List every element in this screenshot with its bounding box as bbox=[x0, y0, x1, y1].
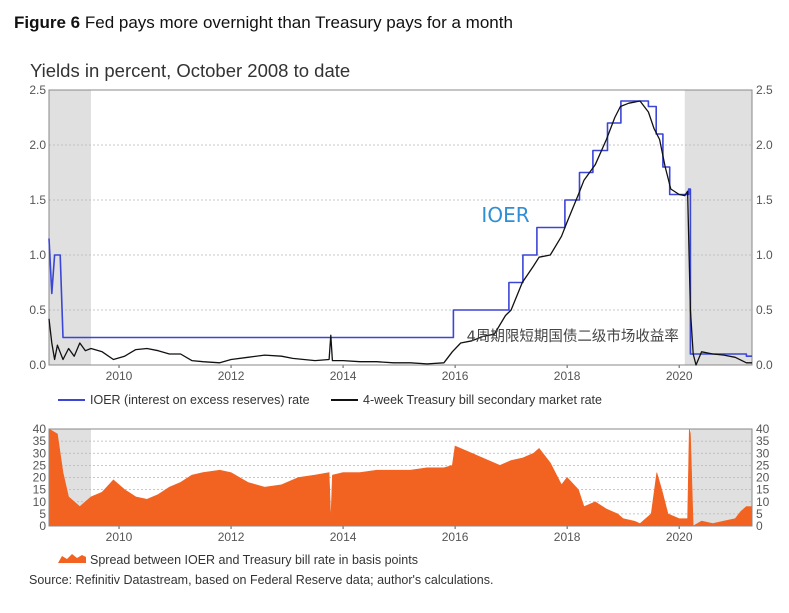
y-tick-right-1: 5 bbox=[756, 507, 763, 521]
y-tick-right-3: 1.5 bbox=[756, 193, 773, 207]
y-tick-left-7: 35 bbox=[33, 434, 47, 448]
y-tick-right-7: 35 bbox=[756, 434, 770, 448]
x-tick-2: 2014 bbox=[330, 530, 357, 544]
y-tick-right-0: 0.0 bbox=[756, 358, 773, 372]
ioer-line bbox=[48, 100, 752, 357]
y-tick-left-5: 25 bbox=[33, 458, 47, 472]
plot-frame bbox=[48, 89, 753, 366]
tbill-line bbox=[48, 100, 752, 366]
y-tick-left-3: 1.5 bbox=[29, 193, 46, 207]
y-tick-right-3: 15 bbox=[756, 483, 770, 497]
x-tick-1: 2012 bbox=[218, 530, 245, 544]
x-tick-3: 2016 bbox=[442, 369, 469, 383]
plot-frame-top bbox=[48, 428, 753, 527]
y-tick-left-3: 15 bbox=[33, 483, 47, 497]
x-tick-0: 2010 bbox=[106, 530, 133, 544]
tbill-annotation: 4周期限短期国债二级市场收益率 bbox=[467, 328, 679, 345]
legends: IOER (interest on excess reserves) rate 4… bbox=[58, 393, 602, 567]
y-tick-left-4: 2.0 bbox=[29, 138, 46, 152]
legend-spread-label: Spread between IOER and Treasury bill ra… bbox=[90, 553, 418, 567]
y-tick-right-4: 20 bbox=[756, 471, 770, 485]
top-chart: 0.0 0.0 0.5 0.5 1.0 1.0 1.5 1.5 2.0 2.0 2.5 2.5 2010… bbox=[29, 83, 773, 383]
spread-area bbox=[48, 428, 753, 527]
y-tick-right-1: 0.5 bbox=[756, 303, 773, 317]
y-tick-left-2: 10 bbox=[33, 495, 47, 509]
legend-tbill-label: 4-week Treasury bill secondary market ra… bbox=[363, 393, 602, 407]
x-tick-5: 2020 bbox=[666, 369, 693, 383]
y-tick-left-1: 0.5 bbox=[29, 303, 46, 317]
y-tick-left-8: 40 bbox=[33, 422, 47, 436]
y-tick-right-6: 30 bbox=[756, 446, 770, 460]
shaded-period-1 bbox=[684, 90, 752, 365]
y-tick-right-2: 1.0 bbox=[756, 248, 773, 262]
figure-title-text: Fed pays more overnight than Treasury pa… bbox=[84, 13, 513, 32]
y-tick-left-0: 0.0 bbox=[29, 358, 46, 372]
x-tick-1: 2012 bbox=[218, 369, 245, 383]
y-tick-left-5: 2.5 bbox=[29, 83, 46, 97]
y-tick-right-8: 40 bbox=[756, 422, 770, 436]
source-note: Source: Refinitiv Datastream, based on F… bbox=[29, 573, 494, 587]
y-tick-left-1: 5 bbox=[39, 507, 46, 521]
x-tick-4: 2018 bbox=[554, 369, 581, 383]
figure-label: Figure 6 bbox=[14, 13, 81, 32]
x-tick-3: 2016 bbox=[442, 530, 469, 544]
y-tick-right-5: 25 bbox=[756, 458, 770, 472]
figure-title: Figure 6 Fed pays more overnight than Tr… bbox=[14, 13, 513, 33]
x-tick-0: 2010 bbox=[106, 369, 133, 383]
legend-ioer-label: IOER (interest on excess reserves) rate bbox=[90, 393, 310, 407]
y-tick-right-4: 2.0 bbox=[756, 138, 773, 152]
x-tick-2: 2014 bbox=[330, 369, 357, 383]
legend-spread-swatch bbox=[58, 554, 86, 563]
y-tick-left-0: 0 bbox=[39, 519, 46, 533]
y-tick-left-6: 30 bbox=[33, 446, 47, 460]
ioer-annotation: IOER bbox=[481, 203, 529, 227]
y-tick-right-2: 10 bbox=[756, 495, 770, 509]
shaded-period-0 bbox=[49, 90, 92, 365]
y-tick-right-0: 0 bbox=[756, 519, 763, 533]
y-tick-left-4: 20 bbox=[33, 471, 47, 485]
chart-title: Yields in percent, October 2008 to date bbox=[30, 60, 351, 81]
y-tick-left-2: 1.0 bbox=[29, 248, 46, 262]
y-tick-right-5: 2.5 bbox=[756, 83, 773, 97]
x-tick-5: 2020 bbox=[666, 530, 693, 544]
x-tick-4: 2018 bbox=[554, 530, 581, 544]
